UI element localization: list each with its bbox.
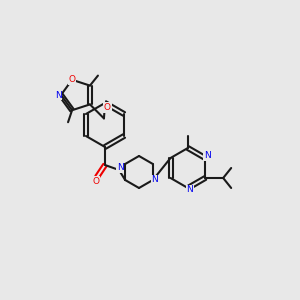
Text: O: O (69, 75, 76, 84)
Text: O: O (104, 103, 111, 112)
Text: N: N (204, 152, 211, 160)
Text: N: N (55, 91, 62, 100)
Text: N: N (117, 164, 123, 172)
Text: N: N (187, 185, 193, 194)
Text: O: O (92, 176, 100, 185)
Text: N: N (152, 176, 158, 184)
